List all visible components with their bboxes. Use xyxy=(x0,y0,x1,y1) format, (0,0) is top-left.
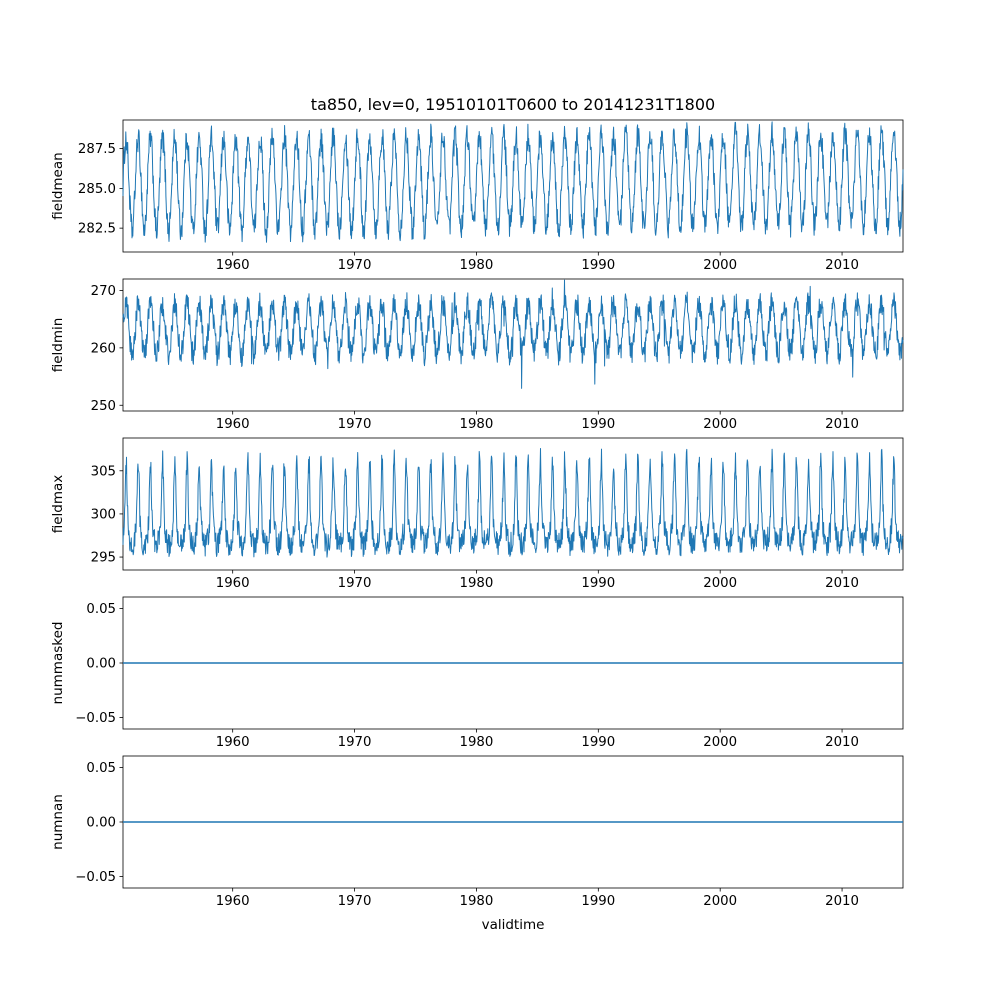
x-tick-label: 1990 xyxy=(581,258,615,273)
y-axis-label-fieldmin: fieldmin xyxy=(50,318,66,373)
y-tick-label: −0.05 xyxy=(75,870,116,885)
x-tick-label: 1980 xyxy=(460,258,494,273)
series-line-fieldmax xyxy=(122,448,904,558)
x-tick-label: 2000 xyxy=(703,258,737,273)
y-tick-label: 0.05 xyxy=(86,602,116,617)
x-tick-label: 1980 xyxy=(460,894,494,909)
y-tick-label: 300 xyxy=(91,507,116,522)
y-tick-label: 270 xyxy=(91,284,116,299)
y-axis-label-numnan: numnan xyxy=(50,794,66,850)
x-tick-label: 1970 xyxy=(338,258,372,273)
y-tick-label: 295 xyxy=(91,551,116,566)
x-tick-label: 2000 xyxy=(703,735,737,750)
axes-box xyxy=(122,437,904,571)
y-tick-label: 0.00 xyxy=(86,657,116,672)
axes-box xyxy=(122,278,904,412)
y-axis-label-nummasked: nummasked xyxy=(50,622,66,705)
x-tick-label: 1970 xyxy=(338,417,372,432)
y-tick-label: −0.05 xyxy=(75,711,116,726)
x-tick-label: 1990 xyxy=(581,894,615,909)
figure-title: ta850, lev=0, 19510101T0600 to 20141231T… xyxy=(311,95,715,114)
x-tick-label: 1970 xyxy=(338,894,372,909)
x-tick-label: 1980 xyxy=(460,417,494,432)
x-tick-label: 1980 xyxy=(460,576,494,591)
y-tick-label: 285.0 xyxy=(78,182,116,197)
x-tick-label: 2010 xyxy=(825,576,859,591)
x-tick-label: 1960 xyxy=(216,735,250,750)
x-tick-label: 1970 xyxy=(338,735,372,750)
y-axis-label-fieldmean: fieldmean xyxy=(50,152,66,219)
x-tick-label: 2010 xyxy=(825,417,859,432)
y-axis-label-fieldmax: fieldmax xyxy=(50,475,66,534)
x-tick-label: 1960 xyxy=(216,417,250,432)
x-axis-label: validtime xyxy=(482,917,545,933)
subplot-fieldmin: 1960 1970 1980 1990 2000 2010 250 260 270 fieldmi… xyxy=(50,278,904,432)
series-line-fieldmin xyxy=(122,279,904,389)
x-tick-label: 1960 xyxy=(216,576,250,591)
y-tick-label: 287.5 xyxy=(78,142,116,157)
x-tick-label: 1990 xyxy=(581,735,615,750)
subplot-fieldmax: 1960 1970 1980 1990 2000 2010 295 300 305 fieldma… xyxy=(50,437,904,591)
x-tick-label: 2000 xyxy=(703,417,737,432)
y-tick-label: 0.05 xyxy=(86,761,116,776)
x-tick-label: 1960 xyxy=(216,258,250,273)
subplot-numnan: 1960 1970 1980 1990 2000 2010 −0.05 0.00 0.05 num… xyxy=(50,755,904,909)
x-tick-label: 2010 xyxy=(825,894,859,909)
x-tick-label: 2010 xyxy=(825,735,859,750)
x-tick-label: 1990 xyxy=(581,576,615,591)
y-tick-label: 282.5 xyxy=(78,222,116,237)
subplot-fieldmean: 1960 1970 1980 1990 2000 2010 282.5 285.0 287.5 f… xyxy=(50,119,904,273)
y-tick-label: 0.00 xyxy=(86,816,116,831)
subplot-nummasked: 1960 1970 1980 1990 2000 2010 −0.05 0.00 0.05 num… xyxy=(50,596,904,750)
subplots-group: 1960 1970 1980 1990 2000 2010 282.5 285.0 287.5 f… xyxy=(50,119,904,909)
x-tick-label: 1960 xyxy=(216,894,250,909)
x-tick-label: 1990 xyxy=(581,417,615,432)
y-tick-label: 250 xyxy=(91,399,116,414)
x-tick-label: 1980 xyxy=(460,735,494,750)
y-tick-label: 305 xyxy=(91,464,116,479)
x-tick-label: 1970 xyxy=(338,576,372,591)
x-tick-label: 2010 xyxy=(825,258,859,273)
x-tick-label: 2000 xyxy=(703,576,737,591)
y-tick-label: 260 xyxy=(91,341,116,356)
series-line-fieldmean xyxy=(122,121,904,243)
x-tick-label: 2000 xyxy=(703,894,737,909)
